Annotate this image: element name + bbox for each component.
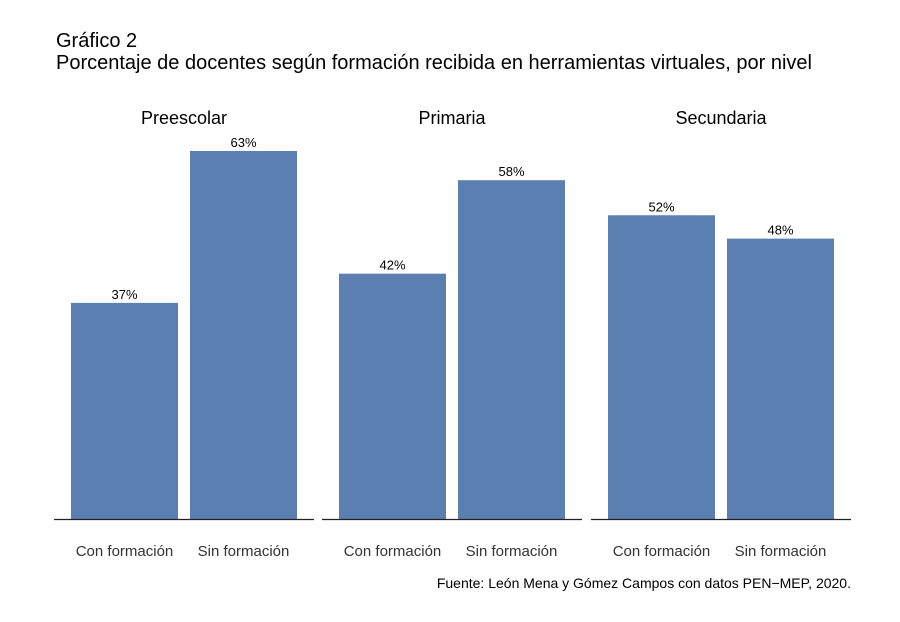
bar-secundaria-sin: [727, 238, 834, 519]
bar-primaria-sin: [458, 180, 565, 519]
x-tick-label: Sin formación: [466, 543, 558, 560]
data-label: 37%: [111, 287, 137, 302]
x-tick-label: Sin formación: [198, 543, 290, 560]
panel-title-preescolar: Preescolar: [141, 108, 227, 128]
bar-preescolar-con: [71, 302, 178, 519]
source-caption: Fuente: León Mena y Gómez Campos con dat…: [436, 575, 851, 591]
x-tick-label: Con formación: [76, 543, 174, 560]
bar-secundaria-con: [608, 215, 715, 519]
data-label: 63%: [230, 135, 256, 150]
x-tick-label: Con formación: [613, 543, 711, 560]
bar-preescolar-sin: [190, 151, 297, 519]
data-label: 52%: [648, 199, 674, 214]
bar-primaria-con: [339, 273, 446, 519]
x-tick-label: Con formación: [344, 543, 442, 560]
chart-title: Gráfico 2: [56, 30, 138, 52]
chart-subtitle: Porcentaje de docentes según formación r…: [56, 52, 812, 74]
data-label: 58%: [498, 164, 524, 179]
data-label: 48%: [767, 223, 793, 238]
data-label: 42%: [379, 258, 405, 273]
panel-title-secundaria: Secundaria: [675, 108, 767, 128]
x-tick-label: Sin formación: [735, 543, 827, 560]
panel-title-primaria: Primaria: [418, 108, 486, 128]
